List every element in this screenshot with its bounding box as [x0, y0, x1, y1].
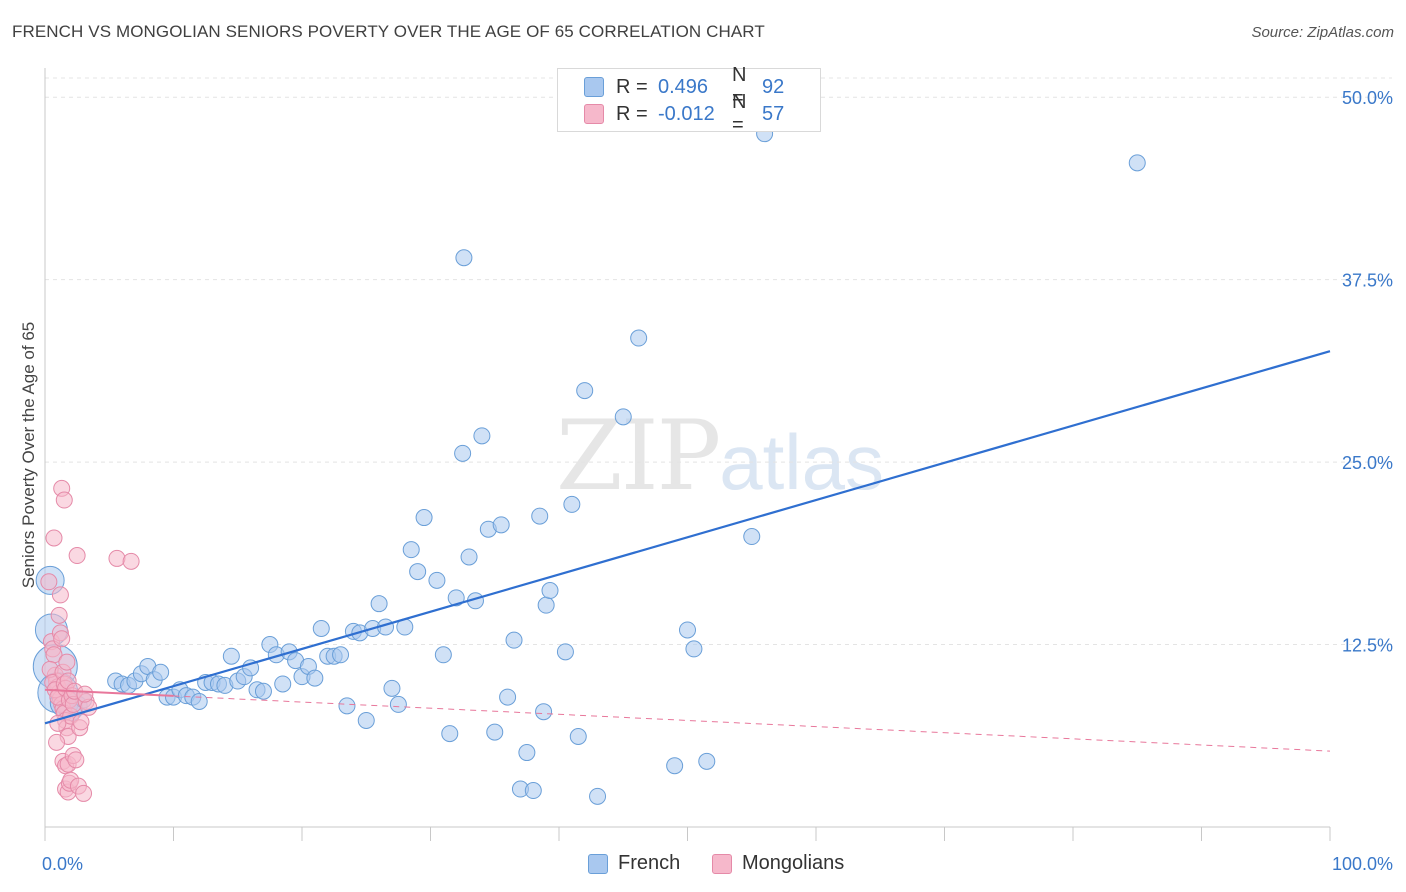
data-point [556, 643, 574, 661]
data-point [531, 507, 549, 525]
watermark-zip: ZIP [556, 400, 721, 512]
data-point [434, 646, 452, 664]
data-point [685, 640, 703, 658]
data-point [441, 725, 459, 743]
data-point [50, 606, 68, 624]
legend-n-value: 92 [762, 75, 785, 98]
data-point [51, 586, 69, 604]
data-point [76, 685, 94, 703]
legend-row-french: R = 0.496 N = 92 [584, 64, 785, 109]
series-legend: French Mongolians [0, 852, 1406, 878]
source-credit: Source: ZipAtlas.com [1251, 24, 1394, 41]
legend-item-french[interactable]: French [588, 852, 680, 875]
trend-line-mongolians-solid [44, 688, 174, 697]
data-point [357, 711, 375, 729]
data-point [535, 703, 553, 721]
data-point [274, 675, 292, 693]
data-point [455, 249, 473, 267]
data-point [614, 408, 632, 426]
data-point [45, 529, 63, 547]
data-point [473, 427, 491, 445]
data-point [486, 723, 504, 741]
data-point [569, 728, 587, 746]
series-mongolians [40, 479, 140, 802]
data-point [415, 509, 433, 527]
data-point [338, 697, 356, 715]
series-french [32, 125, 1146, 805]
data-point [152, 663, 170, 681]
legend-n-value: 57 [762, 102, 785, 125]
legend-n-label: N = [732, 64, 747, 109]
data-point [743, 528, 761, 546]
data-point [499, 688, 517, 706]
data-point [409, 563, 427, 581]
data-point [306, 669, 324, 687]
data-point [505, 631, 523, 649]
data-point [383, 679, 401, 697]
legend-r-value: -0.012 [658, 102, 715, 125]
data-point [698, 752, 716, 770]
data-point [454, 444, 472, 462]
trend-line-french [44, 350, 1331, 725]
data-point [190, 692, 208, 710]
legend-label-french: French [618, 852, 681, 874]
data-point [122, 552, 140, 570]
data-point [370, 595, 388, 613]
data-point [75, 784, 93, 802]
legend-label-mongolians: Mongolians [742, 852, 845, 874]
y-tick-label: 37.5% [1342, 271, 1393, 291]
data-point [222, 647, 240, 665]
data-point [541, 582, 559, 600]
legend-swatch-french [584, 77, 604, 97]
chart-title: FRENCH VS MONGOLIAN SENIORS POVERTY OVER… [12, 22, 765, 41]
data-point [563, 495, 581, 513]
legend-r-label: R = [616, 102, 648, 125]
legend-swatch-french [588, 853, 608, 874]
y-axis-label: Seniors Poverty Over the Age of 65 [19, 322, 38, 588]
data-point [518, 744, 536, 762]
legend-item-mongolians[interactable]: Mongolians [712, 852, 844, 875]
data-point [68, 547, 86, 565]
data-point [666, 757, 684, 775]
data-point [72, 713, 90, 731]
data-point [492, 516, 510, 534]
y-tick-label: 25.0% [1342, 453, 1393, 473]
data-point [630, 329, 648, 347]
data-point [53, 630, 71, 648]
y-tick-label: 12.5% [1342, 636, 1393, 656]
legend-row-mongolians: R = -0.012 N = 57 [584, 91, 785, 136]
data-point [428, 571, 446, 589]
data-point [402, 541, 420, 559]
data-point [254, 682, 272, 700]
data-point [679, 621, 696, 639]
data-point [40, 573, 58, 591]
data-point [55, 491, 73, 509]
legend-swatch-mongolians [584, 104, 604, 124]
data-point [332, 646, 350, 664]
data-point [1128, 154, 1146, 172]
data-point [460, 548, 478, 566]
stats-legend: R = 0.496 N = 92 R = -0.012 N = 57 [557, 64, 821, 136]
data-point [589, 787, 607, 805]
data-point [48, 733, 66, 751]
legend-n-label: N = [732, 91, 747, 136]
legend-r-label: R = [616, 75, 648, 98]
data-point [108, 549, 126, 567]
data-point [389, 695, 407, 713]
data-point [576, 382, 594, 400]
legend-r-value: 0.496 [658, 75, 709, 98]
data-point [524, 782, 542, 800]
data-point [67, 751, 85, 769]
x-tick-label: 100.0% [1332, 854, 1393, 874]
data-point [537, 596, 555, 614]
y-tick-label: 50.0% [1342, 88, 1393, 108]
legend-swatch-mongolians [712, 853, 732, 874]
data-point [58, 653, 76, 671]
trend-line-mongolians-dashed [173, 695, 1331, 752]
data-point [312, 619, 330, 637]
data-point [447, 589, 465, 607]
x-tick-label: 0.0% [42, 854, 83, 874]
